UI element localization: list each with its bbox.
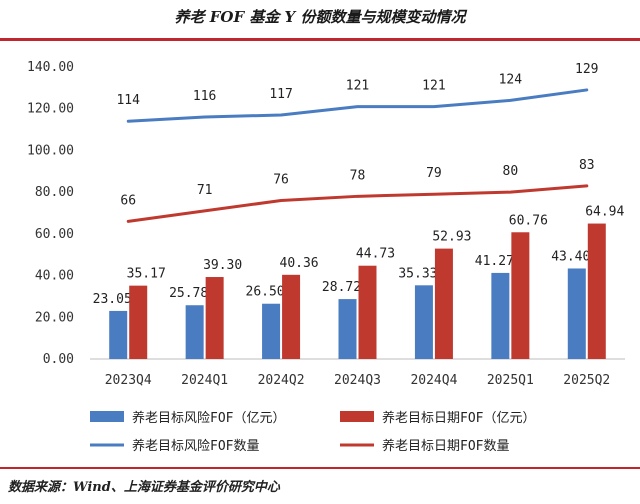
y-tick-label: 40.00 [35,269,74,284]
x-tick-label: 2024Q3 [334,373,381,388]
line-data-label: 79 [426,166,442,181]
bar [205,277,224,359]
y-tick-label: 120.00 [27,102,74,117]
bar-data-label: 44.73 [356,247,395,262]
line-data-label: 121 [346,79,369,94]
line-data-label: 124 [499,72,523,87]
line-data-label: 114 [116,93,140,108]
y-tick-label: 100.00 [27,143,74,158]
legend-label: 养老目标日期FOF数量 [382,438,509,454]
bar-data-label: 35.17 [127,267,166,282]
x-tick-label: 2024Q2 [258,373,305,388]
legend-label: 养老目标风险FOF数量 [132,438,259,454]
x-tick-label: 2024Q4 [410,373,457,388]
line-data-label: 116 [193,89,216,104]
bar-data-label: 60.76 [509,213,548,228]
series-line [126,184,589,223]
bar [109,310,128,359]
bar [567,268,586,359]
bar [491,272,510,359]
legend-label: 养老目标日期FOF（亿元） [382,410,535,426]
legend-swatch [90,411,124,422]
line-data-label: 129 [575,62,598,77]
source-note: 数据来源：Wind、上海证券基金评价研究中心 [8,480,280,495]
bar [282,274,301,359]
bar-data-label: 40.36 [280,256,319,271]
bar [511,232,530,359]
bar [129,285,148,359]
bar-data-label: 28.72 [322,280,361,295]
series-line [126,88,589,123]
bar-data-label: 23.05 [93,292,132,307]
y-tick-label: 80.00 [35,185,74,200]
y-tick-label: 20.00 [35,310,74,325]
bar-data-label: 52.93 [432,230,471,245]
legend-label: 养老目标风险FOF（亿元） [132,410,285,426]
bar [185,305,204,359]
y-tick-label: 60.00 [35,227,74,242]
x-tick-label: 2025Q1 [487,373,534,388]
bar-data-label: 25.78 [169,286,208,301]
x-tick-label: 2024Q1 [181,373,228,388]
bar [414,285,433,359]
bottom-divider [0,467,640,469]
chart-canvas: 0.00 20.00 40.00 60.00 80.00 100.00 120.00 140.… [27,60,625,454]
bar-data-label: 35.33 [398,266,437,281]
line-data-label: 76 [273,172,289,187]
line-data-label: 80 [503,164,519,179]
bar [338,299,357,359]
legend-swatch [340,411,374,422]
bar-data-label: 43.40 [551,249,590,264]
line-data-label: 83 [579,158,595,173]
x-tick-label: 2025Q2 [563,373,610,388]
line-data-label: 71 [197,183,213,198]
bar [434,248,453,359]
line-data-label: 121 [422,79,445,94]
line-data-label: 117 [269,87,292,102]
bar [587,223,606,359]
bar-data-label: 41.27 [475,254,514,269]
chart-title: 养老 FOF 基金 Y 份额数量与规模变动情况 [174,8,466,26]
y-tick-label: 140.00 [27,60,74,75]
line-data-label: 78 [350,168,366,183]
bar [358,265,377,359]
bar [262,303,281,359]
top-divider [0,38,640,41]
bar-data-label: 26.50 [246,285,285,300]
x-tick-label: 2023Q4 [105,373,152,388]
bar-data-label: 39.30 [203,258,242,273]
line-data-label: 66 [120,193,136,208]
bar-data-label: 64.94 [585,205,624,220]
y-tick-label: 0.00 [43,352,74,367]
